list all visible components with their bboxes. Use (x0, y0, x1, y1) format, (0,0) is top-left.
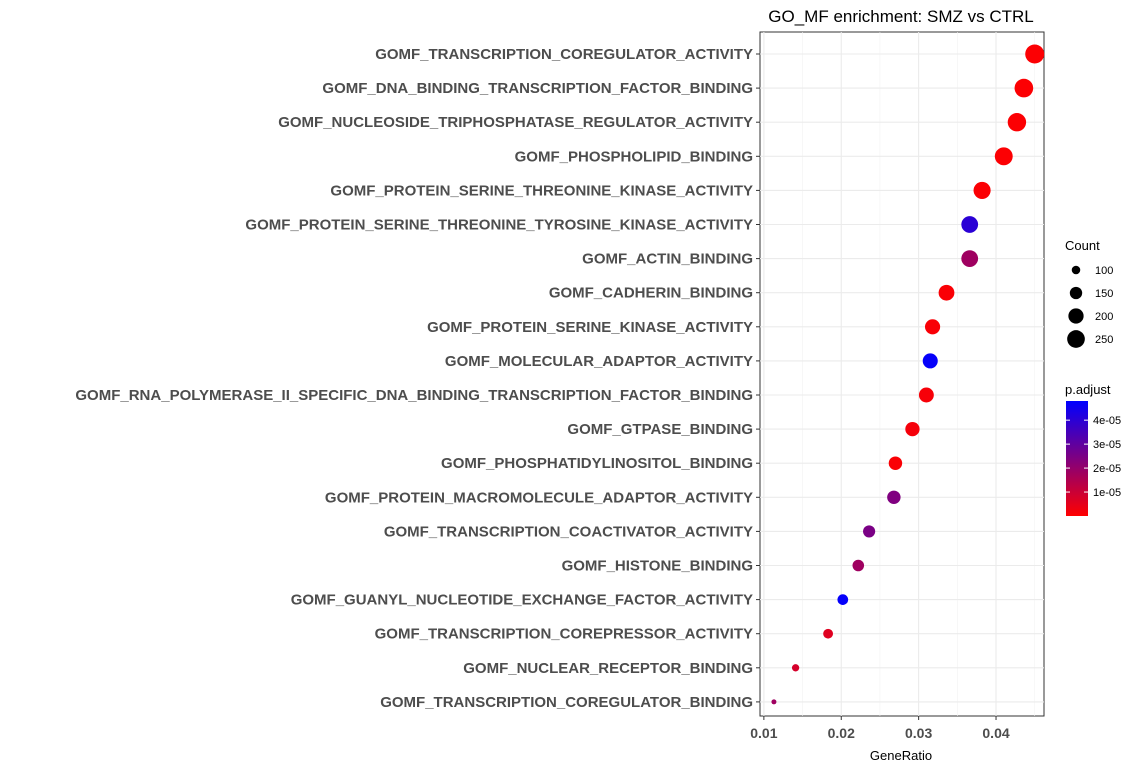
size-legend-label: 150 (1095, 288, 1113, 300)
data-point (1025, 44, 1045, 64)
y-category-label: GOMF_PROTEIN_SERINE_THREONINE_KINASE_ACT… (330, 182, 753, 199)
y-category-label: GOMF_DNA_BINDING_TRANSCRIPTION_FACTOR_BI… (322, 80, 753, 97)
data-point (961, 250, 979, 267)
size-legend-dot (1067, 330, 1085, 348)
data-point (1007, 113, 1027, 132)
data-point (922, 353, 938, 369)
data-point (905, 421, 920, 437)
data-point (837, 594, 849, 605)
size-legend-label: 100 (1095, 265, 1113, 277)
x-tick-label: 0.01 (750, 725, 777, 741)
data-point (771, 699, 777, 705)
size-legend-label: 250 (1095, 334, 1113, 346)
color-legend-tick-label: 3e-05 (1093, 439, 1121, 451)
x-axis-title: GeneRatio (870, 748, 932, 763)
data-point (1014, 78, 1034, 98)
y-category-label: GOMF_TRANSCRIPTION_COREGULATOR_BINDING (380, 694, 753, 711)
chart-title: GO_MF enrichment: SMZ vs CTRL (768, 7, 1033, 26)
y-category-label: GOMF_ACTIN_BINDING (582, 251, 753, 268)
data-point (938, 284, 955, 301)
data-point (863, 525, 876, 538)
color-legend-tick-label: 1e-05 (1093, 487, 1121, 499)
y-category-label: GOMF_PROTEIN_MACROMOLECULE_ADAPTOR_ACTIV… (325, 489, 753, 506)
color-legend: p.adjust 1e-05 2e-05 3e-05 4e-05 (1065, 382, 1121, 516)
plot-panel (759, 31, 1045, 717)
y-category-label: GOMF_CADHERIN_BINDING (549, 285, 753, 302)
x-tick-label: 0.04 (982, 725, 1009, 741)
y-category-label: GOMF_PHOSPHATIDYLINOSITOL_BINDING (441, 455, 753, 472)
color-legend-tick-label: 2e-05 (1093, 463, 1121, 475)
data-point (994, 147, 1013, 166)
y-category-label: GOMF_PROTEIN_SERINE_THREONINE_TYROSINE_K… (245, 217, 753, 234)
y-category-label: GOMF_GUANYL_NUCLEOTIDE_EXCHANGE_FACTOR_A… (291, 592, 753, 609)
y-category-label: GOMF_GTPASE_BINDING (567, 421, 753, 438)
size-legend-label: 200 (1095, 311, 1113, 323)
size-legend-dot (1068, 308, 1084, 324)
data-point (918, 387, 934, 403)
y-category-label: GOMF_MOLECULAR_ADAPTOR_ACTIVITY (445, 353, 753, 370)
color-legend-title: p.adjust (1065, 382, 1111, 397)
color-legend-gradient-bar (1066, 401, 1088, 516)
x-axis-ticks: 0.01 0.02 0.03 0.04 (750, 716, 1010, 741)
size-legend: Count 100 150 200 250 (1065, 238, 1113, 348)
y-category-label: GOMF_TRANSCRIPTION_COREGULATOR_ACTIVITY (375, 46, 753, 63)
y-category-label: GOMF_PROTEIN_SERINE_KINASE_ACTIVITY (427, 319, 753, 336)
y-category-label: GOMF_NUCLEOSIDE_TRIPHOSPHATASE_REGULATOR… (278, 114, 753, 131)
y-category-label: GOMF_PHOSPHOLIPID_BINDING (515, 148, 753, 165)
data-point (961, 216, 979, 233)
data-point (888, 456, 903, 470)
data-point (823, 628, 833, 639)
y-category-label: GOMF_TRANSCRIPTION_COREPRESSOR_ACTIVITY (375, 626, 753, 643)
size-legend-title: Count (1065, 238, 1100, 253)
data-point (973, 181, 991, 199)
y-axis-ticks (756, 53, 760, 703)
data-points (771, 44, 1045, 705)
y-axis-category-labels: GOMF_TRANSCRIPTION_COREGULATOR_ACTIVITY G… (75, 46, 753, 711)
size-legend-dot (1071, 265, 1081, 275)
y-category-label: GOMF_RNA_POLYMERASE_II_SPECIFIC_DNA_BIND… (75, 387, 753, 404)
y-category-label: GOMF_HISTONE_BINDING (562, 558, 753, 575)
y-category-label: GOMF_TRANSCRIPTION_COACTIVATOR_ACTIVITY (384, 523, 753, 540)
color-legend-tick-label: 4e-05 (1093, 415, 1121, 427)
size-legend-dot (1069, 286, 1083, 300)
x-tick-label: 0.02 (828, 725, 855, 741)
x-tick-label: 0.03 (905, 725, 932, 741)
data-point (791, 664, 800, 672)
y-category-label: GOMF_NUCLEAR_RECEPTOR_BINDING (463, 660, 753, 677)
data-point (924, 319, 941, 335)
data-point (852, 559, 865, 572)
data-point (887, 490, 901, 505)
